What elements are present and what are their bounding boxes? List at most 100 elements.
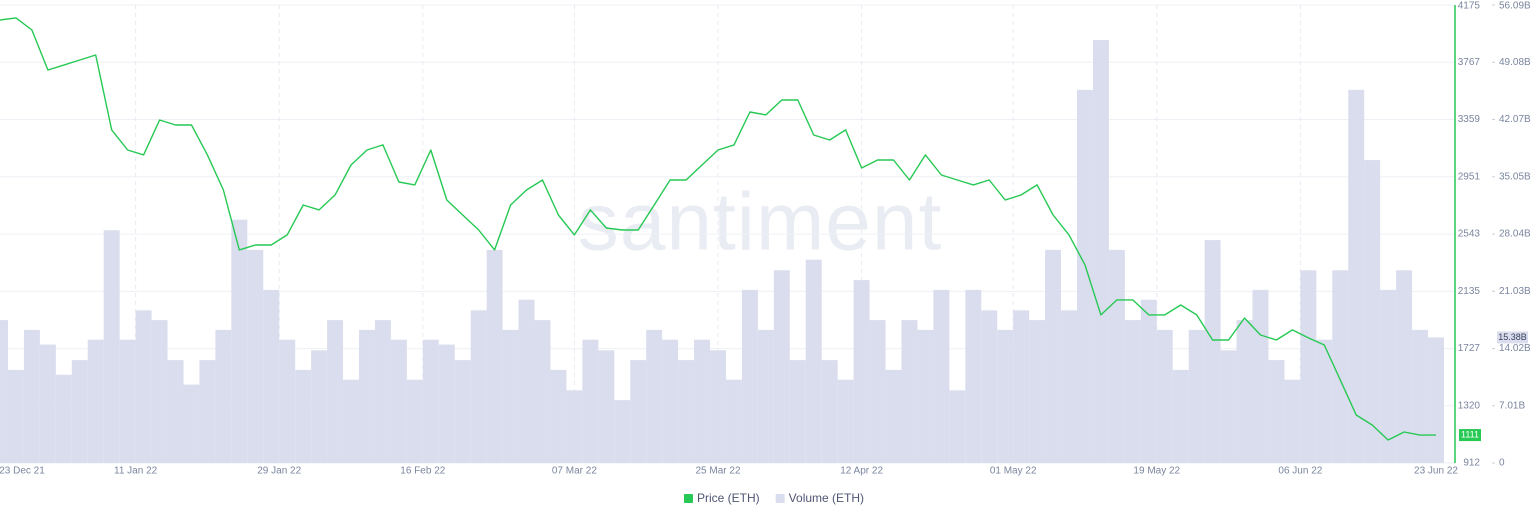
volume-bar bbox=[343, 379, 359, 463]
volume-bar bbox=[470, 310, 487, 463]
volume-bar bbox=[1332, 270, 1349, 463]
volume-bar bbox=[965, 289, 982, 463]
volume-bar bbox=[1188, 329, 1205, 463]
volume-bar bbox=[725, 379, 742, 463]
volume-bar bbox=[1364, 160, 1381, 463]
x-tick-label: 25 Mar 22 bbox=[695, 466, 740, 477]
x-tick-label: 23 Dec 21 bbox=[0, 466, 45, 477]
volume-bar bbox=[1236, 320, 1253, 463]
volume-bar bbox=[486, 249, 503, 463]
x-tick-label: 16 Feb 22 bbox=[400, 466, 445, 477]
volume-bar bbox=[1428, 337, 1444, 463]
volume-bar bbox=[1172, 369, 1189, 463]
volume-bar bbox=[741, 289, 758, 463]
volume-bar bbox=[789, 360, 806, 463]
x-tick-label: 23 Jun 22 bbox=[1414, 466, 1458, 477]
legend-label: Price (ETH) bbox=[697, 491, 760, 505]
x-tick-label: 19 May 22 bbox=[1133, 466, 1180, 477]
volume-bar bbox=[885, 369, 902, 463]
volume-bar bbox=[39, 344, 56, 463]
volume-bar bbox=[406, 379, 423, 463]
volume-bar bbox=[1124, 320, 1141, 463]
current-value-label: 15.38B bbox=[1498, 332, 1527, 342]
volume-bar bbox=[1268, 360, 1285, 463]
volume-bar bbox=[821, 360, 838, 463]
plot bbox=[0, 17, 1444, 463]
volume-bar bbox=[598, 350, 615, 463]
volume-bar bbox=[311, 350, 328, 463]
volume-bar bbox=[1045, 249, 1062, 463]
volume-bar bbox=[1252, 289, 1269, 463]
y-tick-label: 1320 bbox=[1458, 400, 1481, 411]
volume-bar bbox=[183, 384, 200, 463]
volume-bar bbox=[23, 329, 40, 463]
y-tick-label: 2951 bbox=[1458, 171, 1481, 182]
y-tick-label: 4175 bbox=[1458, 1, 1481, 12]
volume-bar bbox=[103, 230, 120, 463]
volume-bar bbox=[7, 369, 24, 463]
volume-bar bbox=[981, 310, 998, 463]
volume-bar bbox=[295, 369, 312, 463]
volume-bar bbox=[0, 320, 8, 463]
volume-bar bbox=[438, 344, 455, 463]
y2-tick-label: 49.08B bbox=[1499, 57, 1531, 68]
volume-bar bbox=[199, 360, 216, 463]
volume-bar bbox=[630, 360, 647, 463]
current-value-label: 1111 bbox=[1461, 429, 1479, 439]
volume-bar bbox=[359, 329, 375, 463]
volume-bar bbox=[279, 339, 296, 463]
volume-bar bbox=[614, 400, 631, 463]
volume-bar bbox=[231, 219, 248, 463]
volume-bar bbox=[933, 289, 950, 463]
volume-bar bbox=[1108, 249, 1125, 463]
volume-bar bbox=[167, 360, 184, 463]
volume-bar bbox=[263, 289, 280, 463]
volume-bar bbox=[534, 320, 551, 463]
volume-bar bbox=[997, 329, 1014, 463]
y-tick-label: 912 bbox=[1463, 458, 1480, 469]
y-tick-label: 2135 bbox=[1458, 286, 1481, 297]
volume-bar bbox=[1092, 40, 1109, 463]
x-tick-label: 06 Jun 22 bbox=[1278, 466, 1322, 477]
volume-bar bbox=[1204, 240, 1221, 463]
legend-swatch bbox=[684, 494, 693, 503]
y2-tick-label: 42.07B bbox=[1499, 114, 1531, 125]
volume-bar bbox=[422, 339, 439, 463]
legend: Price (ETH) Volume (ETH) bbox=[684, 491, 864, 505]
volume-bar bbox=[550, 369, 567, 463]
volume-bar bbox=[518, 299, 535, 463]
volume-bar bbox=[1140, 299, 1157, 463]
volume-bar bbox=[773, 270, 790, 463]
volume-bar bbox=[710, 350, 726, 463]
volume-bar bbox=[71, 360, 88, 463]
volume-bar bbox=[1156, 329, 1173, 463]
legend-swatch bbox=[775, 494, 785, 503]
x-tick-label: 11 Jan 22 bbox=[114, 466, 158, 477]
volume-bar bbox=[1077, 89, 1093, 463]
volume-bar bbox=[215, 329, 232, 463]
y2-tick-label: 14.02B bbox=[1499, 343, 1531, 354]
volume-bar bbox=[502, 329, 519, 463]
volume-bar bbox=[694, 339, 711, 463]
volume-bar bbox=[454, 360, 471, 463]
current-value-box bbox=[1459, 429, 1481, 442]
volume-bar bbox=[566, 390, 583, 463]
y2-tick-label: 56.09B bbox=[1499, 1, 1531, 12]
volume-bar bbox=[1220, 350, 1237, 463]
volume-bar bbox=[582, 339, 599, 463]
volume-bar bbox=[1412, 329, 1429, 463]
volume-bar bbox=[949, 390, 966, 463]
volume-bar bbox=[1029, 320, 1046, 463]
volume-bar bbox=[390, 339, 407, 463]
volume-bar bbox=[151, 320, 168, 463]
x-tick-label: 01 May 22 bbox=[990, 466, 1037, 477]
volume-bar bbox=[917, 329, 934, 463]
volume-bar bbox=[1013, 310, 1030, 463]
watermark: santiment bbox=[578, 177, 943, 268]
volume-bar bbox=[119, 339, 136, 463]
legend-label: Volume (ETH) bbox=[789, 491, 864, 505]
volume-bar bbox=[135, 310, 152, 463]
volume-bar bbox=[1284, 379, 1301, 463]
